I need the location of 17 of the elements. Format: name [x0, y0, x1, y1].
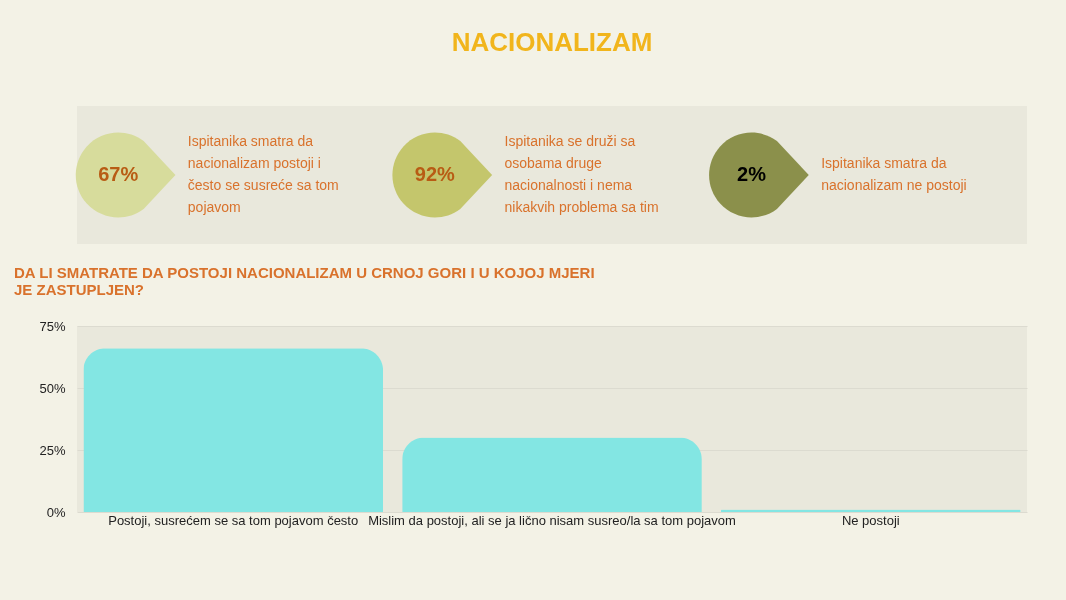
y-tick-label: 0%: [46, 504, 66, 520]
y-tick-label: 50%: [39, 380, 66, 396]
x-tick-label: Postoji, susrećem se sa tom pojavom često: [108, 512, 359, 528]
x-tick-label: Mislim da postoji, ali se ja lično nisam susreo/la sa tom pojavom: [368, 512, 736, 528]
text: NACIONALIZAM: [451, 27, 653, 57]
bar: [83, 348, 384, 512]
data-label: 92%: [414, 163, 456, 185]
bar: [402, 437, 702, 512]
text: Ispitanika smatra da nacionalizam ne postoji: [821, 155, 967, 193]
data-label: 67%: [98, 163, 139, 185]
x-tick-label: Ne postoji: [841, 512, 900, 528]
text: Ispitanika se druži sa osobama druge nacionalnosti i nema nikakvih problema sa tim: [504, 133, 659, 215]
y-tick-label: 75%: [39, 318, 66, 334]
data-label: 2%: [737, 163, 767, 185]
chart-title: DA LI SMATRATE DA POSTOJI NACIONALIZAM U CRNOJ GORI I U KOJOJ MJERI JE ZASTUPLJEN?: [13, 264, 595, 298]
y-tick-label: 25%: [39, 442, 66, 458]
text: Ispitanika smatra da nacionalizam postoji i često se susreće sa tom pojavom: [187, 133, 339, 215]
